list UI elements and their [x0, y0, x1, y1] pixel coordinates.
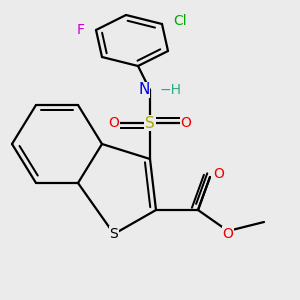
Text: S: S: [110, 227, 118, 241]
Text: N: N: [138, 82, 150, 98]
Text: Cl: Cl: [173, 14, 187, 28]
Text: S: S: [145, 116, 155, 130]
Text: O: O: [214, 167, 224, 181]
Text: O: O: [223, 227, 233, 241]
Text: O: O: [181, 116, 191, 130]
Text: −H: −H: [160, 83, 182, 97]
Text: O: O: [109, 116, 119, 130]
Text: F: F: [77, 23, 85, 37]
